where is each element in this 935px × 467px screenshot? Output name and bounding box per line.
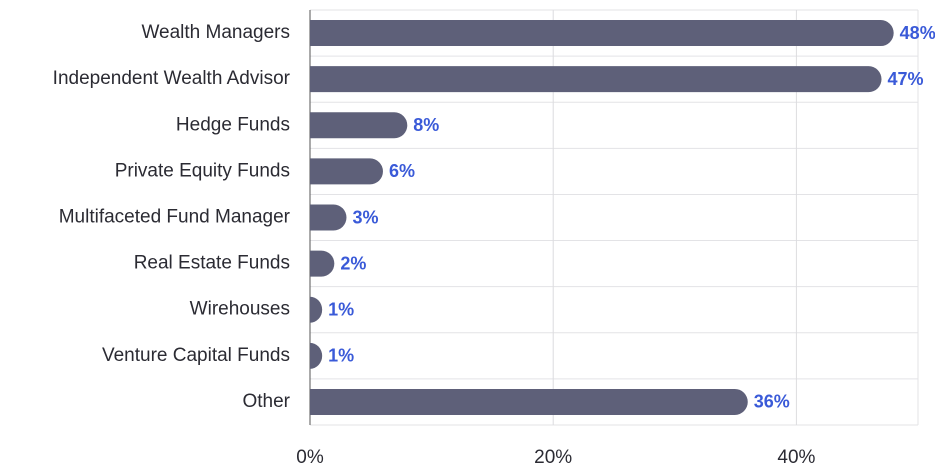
y-tick-label: Other [242, 391, 290, 412]
data-label: 8% [413, 115, 439, 135]
bar [310, 204, 347, 231]
y-tick-label: Hedge Funds [176, 114, 290, 135]
bar [310, 250, 335, 277]
data-label: 6% [389, 161, 415, 181]
y-tick-label: Wirehouses [190, 299, 290, 320]
bar [310, 20, 894, 47]
bar [310, 388, 748, 415]
y-tick-label: Wealth Managers [141, 22, 290, 43]
data-label: 2% [340, 253, 366, 273]
x-tick-label: 0% [296, 447, 324, 467]
data-label: 1% [328, 346, 354, 366]
y-tick-label: Private Equity Funds [115, 160, 290, 181]
bar [310, 66, 882, 93]
bar [310, 296, 323, 323]
bar [310, 112, 408, 139]
y-tick-label: Real Estate Funds [134, 253, 290, 274]
data-label: 47% [888, 69, 924, 89]
bar [310, 342, 323, 369]
data-label: 36% [754, 392, 790, 412]
data-label: 3% [352, 207, 378, 227]
data-label: 1% [328, 299, 354, 319]
y-tick-label: Venture Capital Funds [102, 345, 290, 366]
x-tick-label: 20% [534, 447, 572, 467]
y-tick-label: Independent Wealth Advisor [53, 68, 291, 89]
y-tick-label: Multifaceted Fund Manager [59, 207, 291, 228]
data-label: 48% [900, 23, 935, 43]
bar [310, 158, 383, 185]
x-tick-label: 40% [777, 447, 815, 467]
